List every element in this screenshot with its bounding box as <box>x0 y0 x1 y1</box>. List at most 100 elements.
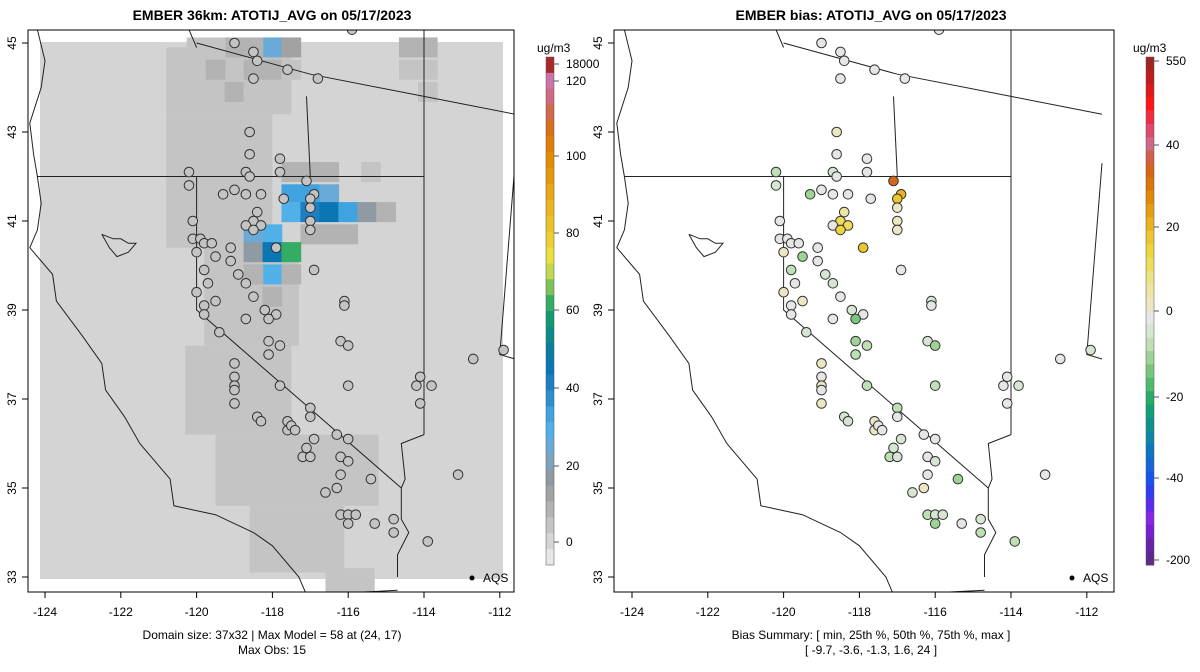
x-tick-label: -124 <box>33 605 57 619</box>
bias-site-marker <box>774 215 786 227</box>
y-tick-label: 35 <box>5 481 19 495</box>
bias-site-marker <box>861 153 873 164</box>
obs-site-marker <box>426 380 437 391</box>
colorbar-swatch <box>1146 244 1154 259</box>
obs-site-marker <box>255 415 267 427</box>
colorbar-swatch <box>1146 324 1154 339</box>
left-footer-domain: Domain size: 37x32 | Max Model = 58 at (… <box>143 628 402 642</box>
obs-site-marker <box>206 237 218 249</box>
bias-site-marker <box>797 295 808 307</box>
obs-site-marker <box>346 30 358 35</box>
x-tick-label: -120 <box>185 605 209 619</box>
grid-cell <box>376 202 396 223</box>
colorbar-swatch <box>1146 404 1154 419</box>
grid-cell <box>205 37 226 58</box>
boundary-line <box>893 96 898 177</box>
grid-region <box>215 434 379 506</box>
y-tick-label: 35 <box>591 481 605 495</box>
colorbar-swatch <box>1146 351 1154 365</box>
obs-site-marker <box>270 242 282 253</box>
right-footer-bias-summary-header: Bias Summary: [ min, 25th %, 50th %, 75t… <box>732 628 1011 642</box>
obs-site-marker <box>342 340 354 351</box>
boundary-line <box>352 589 398 592</box>
colorbar-swatch <box>546 342 554 360</box>
bias-site-marker <box>816 184 827 196</box>
grid-cell <box>262 264 283 285</box>
boundary-line <box>939 589 985 592</box>
obs-site-marker <box>183 166 195 178</box>
obs-site-marker <box>274 153 286 164</box>
obs-site-marker <box>240 313 252 325</box>
colorbar-swatch <box>1146 83 1154 98</box>
colorbar-tick-label: 18000 <box>566 57 600 71</box>
boundary-line <box>783 176 989 489</box>
obs-site-marker <box>388 527 399 538</box>
colorbar-swatch <box>1146 364 1154 379</box>
colorbar-tick-label: 0 <box>566 535 573 549</box>
obs-site-marker <box>339 300 350 311</box>
bias-site-marker <box>892 202 903 213</box>
colorbar-swatch <box>1146 417 1154 432</box>
bias-site-marker <box>816 358 827 369</box>
obs-site-marker <box>229 371 240 383</box>
grid-cell <box>243 81 264 102</box>
bias-map-panel: EMBER bias: ATOTIJ_AVG on 05/17/2023 -12… <box>591 7 1190 657</box>
grid-cell <box>262 37 283 58</box>
right-colorbar-unit: ug/m3 <box>1133 41 1167 55</box>
obs-site-marker <box>305 224 316 236</box>
obs-site-marker <box>263 335 274 347</box>
obs-site-marker <box>452 469 464 480</box>
bias-site-marker <box>1001 371 1013 383</box>
bias-site-marker <box>831 126 842 138</box>
right-x-axis: -124 -122 -120 -118 -116 -114 -112 <box>620 592 1099 619</box>
colorbar-swatch <box>1146 163 1154 178</box>
obs-site-marker <box>388 513 399 525</box>
y-tick-label: 45 <box>5 36 19 50</box>
colorbar-swatch <box>546 469 554 487</box>
obs-site-marker <box>278 193 290 205</box>
colorbar-swatch <box>1146 137 1154 152</box>
bias-site-marker <box>861 340 873 351</box>
bias-site-marker <box>956 518 968 529</box>
boundary-line <box>783 42 1103 115</box>
obs-site-marker <box>202 278 214 289</box>
obs-site-marker <box>183 180 195 191</box>
colorbar-swatch <box>546 453 554 471</box>
bias-site-marker <box>835 224 846 236</box>
colorbar-swatch <box>1146 337 1154 352</box>
grid-cell <box>262 59 283 80</box>
bias-site-marker <box>952 473 964 485</box>
grid-cell <box>357 202 378 223</box>
bias-site-marker <box>929 456 941 467</box>
bias-site-marker <box>793 237 805 249</box>
obs-site-marker <box>414 371 426 383</box>
y-tick-label: 43 <box>591 125 605 139</box>
colorbar-swatch <box>1146 190 1154 205</box>
x-tick-label: -114 <box>412 605 435 619</box>
obs-site-marker <box>229 184 240 196</box>
obs-site-marker <box>414 398 426 409</box>
colorbar-swatch <box>546 517 554 534</box>
grid-cell <box>243 242 264 263</box>
obs-site-marker <box>244 148 255 160</box>
colorbar-swatch <box>1146 538 1154 553</box>
bias-site-marker <box>1009 536 1021 547</box>
colorbar-swatch <box>1146 204 1154 218</box>
colorbar-swatch <box>546 88 554 106</box>
colorbar-swatch <box>546 136 554 153</box>
obs-site-marker <box>198 309 210 320</box>
y-tick-label: 37 <box>5 392 19 406</box>
boundary-line <box>29 30 306 592</box>
bias-site-marker <box>801 326 812 338</box>
bias-site-marker <box>812 242 824 253</box>
colorbar-tick-label: 40 <box>1166 138 1180 152</box>
colorbar-swatch <box>546 199 554 217</box>
y-tick-label: 33 <box>591 570 605 584</box>
colorbar-swatch <box>1146 524 1154 539</box>
colorbar-tick-label: 80 <box>566 226 580 240</box>
bias-site-marker <box>831 148 842 160</box>
bias-site-marker <box>929 518 941 529</box>
grid-cell <box>281 242 302 263</box>
bias-site-marker <box>892 193 903 205</box>
obs-site-marker <box>248 46 259 58</box>
